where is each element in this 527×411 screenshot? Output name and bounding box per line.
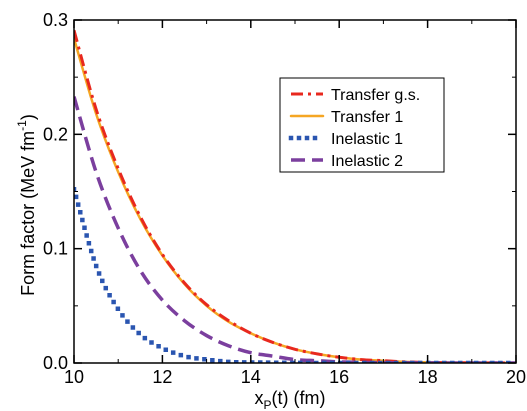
x-axis-ticks: 10 12 14 16 18 20 xyxy=(64,20,526,387)
series-line-inelastic-1 xyxy=(74,186,516,363)
x-tick-label: 12 xyxy=(152,367,172,387)
x-tick-label: 18 xyxy=(418,367,438,387)
x-tick-label: 14 xyxy=(241,367,261,387)
legend-label: Transfer 1 xyxy=(331,109,403,126)
x-tick-label: 20 xyxy=(506,367,526,387)
y-tick-label: 0.1 xyxy=(43,239,68,259)
y-axis-ticks: 0.0 0.1 0.2 0.3 xyxy=(43,10,516,373)
y-axis-label: Form factor (MeV fm-1) xyxy=(15,114,38,296)
x-tick-label: 16 xyxy=(329,367,349,387)
x-axis-label-subscript: P xyxy=(264,398,272,411)
y-tick-label: 0.3 xyxy=(43,10,68,30)
legend-label: Inelastic 2 xyxy=(331,153,403,170)
y-tick-label: 0.2 xyxy=(43,124,68,144)
y-tick-label: 0.0 xyxy=(43,353,68,373)
legend-label: Inelastic 1 xyxy=(331,131,403,148)
x-axis-label: xP(t) (fm) xyxy=(255,388,326,411)
plot-frame xyxy=(73,19,517,364)
legend: Transfer g.s. Transfer 1 Inelastic 1 Inelas… xyxy=(279,77,445,173)
x-tick-label: 10 xyxy=(64,367,84,387)
legend-label: Transfer g.s. xyxy=(331,87,420,104)
legend-box xyxy=(279,77,445,173)
y-axis-label-superscript: -1 xyxy=(15,120,29,131)
